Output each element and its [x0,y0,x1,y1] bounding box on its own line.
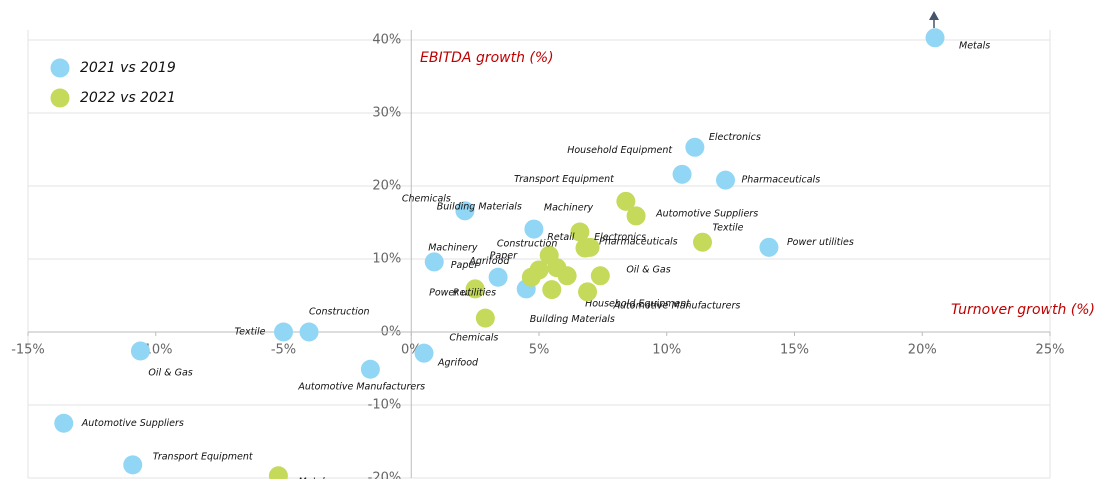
x-tick-label: 5% [529,343,550,358]
point-label: Building Materials [530,314,615,325]
point [268,466,288,479]
point-label: Pharmaceuticals [742,175,821,186]
point [529,260,549,280]
point [693,232,713,252]
point-label: Power utilities [787,237,854,248]
point-label: Machinery [428,242,478,253]
point [575,238,595,258]
point-label: Metals [298,476,329,479]
off-scale-arrowhead [929,11,939,20]
point [424,252,444,272]
point-label: Electronics [594,232,646,243]
point-label: Transport Equipment [153,451,254,462]
point [557,266,577,286]
point-label: Automotive Manufacturers [613,300,741,311]
point-label: Oil & Gas [148,367,192,378]
y-tick-label: 40% [372,33,401,48]
point [578,282,598,302]
point-label: Chemicals [449,333,498,344]
point [590,266,610,286]
point-label: Paper [451,260,479,271]
point [716,170,736,190]
point-label: Oil & Gas [626,264,670,275]
point [54,413,74,433]
point [414,343,434,363]
point-label: Textile [235,327,266,338]
point [130,341,150,361]
y-axis-title: EBITDA growth (%) [420,50,554,66]
legend-label: 2022 vs 2021 [80,90,176,106]
point [626,206,646,226]
point [360,359,380,379]
point [616,191,636,211]
y-tick-label: 20% [372,179,401,194]
point-label: Automotive Manufacturers [297,382,425,393]
point [455,201,475,221]
x-tick-label: 15% [780,343,809,358]
x-tick-label: -5% [271,343,296,358]
point-label: Automotive Suppliers [655,208,758,219]
legend-marker [50,58,70,78]
point-label: Pharmaceuticals [599,237,678,248]
point [542,280,562,300]
point-label: Paper [490,250,518,261]
point-label: Agrifood [437,358,479,369]
x-tick-label: 25% [1036,343,1065,358]
point [274,322,293,342]
y-tick-label: -10% [368,398,402,413]
point [759,237,779,257]
point [299,322,319,342]
point-label: Textile [713,223,744,234]
point-label: Machinery [544,202,594,213]
point-label: Chemicals [402,193,451,204]
y-tick-label: -20% [368,471,402,479]
point-label: Electronics [709,132,761,143]
point [465,279,485,299]
point [685,137,705,157]
legend-marker [50,88,70,108]
point-label: Construction [309,307,370,318]
legend-label: 2021 vs 2019 [80,60,176,76]
point-label: Automotive Suppliers [81,418,184,429]
point [672,164,692,184]
point-label: Agrifood [468,256,510,267]
x-tick-label: 10% [652,343,681,358]
point-label: Power utilities [429,287,496,298]
point-label: Household Equipment [585,298,691,309]
point-label: Construction [497,238,558,249]
point [123,455,143,475]
x-tick-label: -15% [11,343,45,358]
point [488,267,508,287]
point [524,219,544,239]
y-tick-label: 30% [372,106,401,121]
x-tick-label: 20% [908,343,937,358]
point-label: Retail [547,232,575,243]
y-tick-label: 10% [372,252,401,267]
point [475,308,495,328]
point [570,222,590,242]
point-label: Building Materials [437,202,522,213]
point-label: Household Equipment [567,145,673,156]
point-label: Transport Equipment [514,174,615,185]
x-axis-title: Turnover growth (%) [951,302,1095,318]
point-label: Metals [959,40,990,51]
point [925,28,945,48]
